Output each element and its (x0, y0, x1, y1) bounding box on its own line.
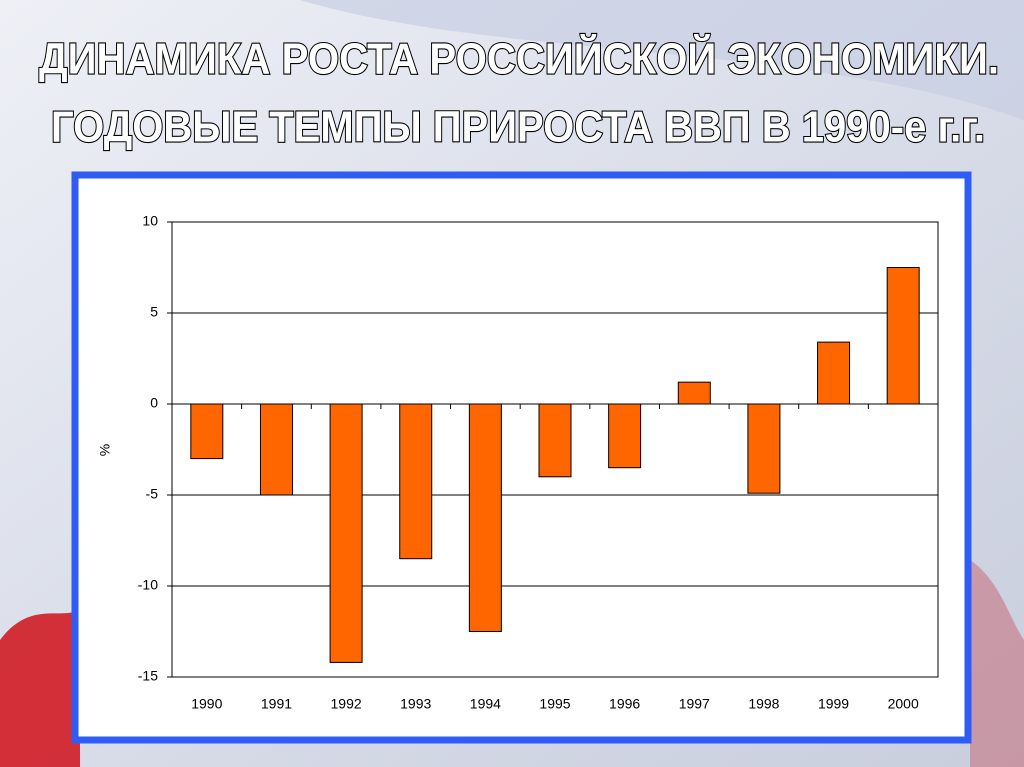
x-tick-label: 1992 (331, 696, 362, 712)
x-tick-label: 1990 (191, 696, 222, 712)
title-line: ГОДОВЫЕ ТЕМПЫ ПРИРОСТА ВВП В 1990-е г.г. (51, 103, 985, 152)
x-tick-label: 1994 (470, 696, 501, 712)
bar (468, 403, 502, 632)
x-tick-label: 1995 (539, 696, 570, 712)
decor-band (300, 0, 1024, 120)
y-tick-label: -10 (138, 577, 158, 593)
decor-map (0, 610, 80, 767)
bar (608, 403, 642, 469)
decor-shape (970, 560, 1024, 767)
x-tick-label: 1991 (261, 696, 292, 712)
x-tick-label: 1993 (400, 696, 431, 712)
bar (399, 403, 433, 560)
x-tick-label: 1997 (679, 696, 710, 712)
y-tick-label: 10 (142, 213, 158, 229)
y-tick-label: 0 (150, 395, 158, 411)
x-tick-label: 1996 (609, 696, 640, 712)
x-tick-label: 2000 (888, 696, 919, 712)
bar (329, 403, 363, 663)
y-tick-label: 5 (150, 304, 158, 320)
bar (886, 267, 920, 405)
bar (190, 403, 224, 460)
title-line: ДИНАМИКА РОСТА РОССИЙСКОЙ ЭКОНОМИКИ. (39, 33, 999, 84)
bar (747, 403, 781, 494)
x-tick-label: 1998 (748, 696, 779, 712)
bar (259, 403, 293, 496)
y-axis-label: % (97, 444, 113, 456)
y-tick-label: -15 (138, 668, 158, 684)
bar (817, 341, 851, 405)
bar (538, 403, 572, 478)
bar (677, 381, 711, 405)
x-tick-label: 1999 (818, 696, 849, 712)
y-tick-label: -5 (146, 486, 159, 502)
